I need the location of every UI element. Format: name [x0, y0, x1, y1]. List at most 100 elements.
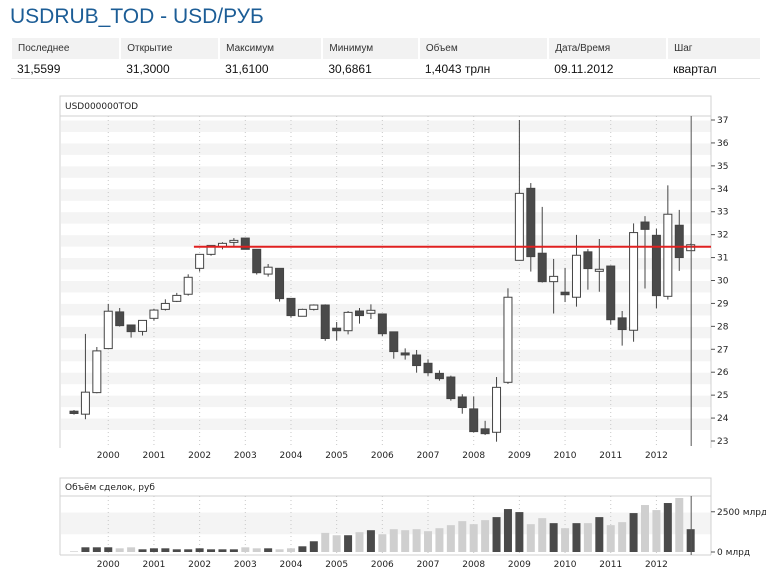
candle-down	[423, 362, 433, 374]
x-tick-label: 2004	[280, 560, 303, 570]
candle-down	[240, 237, 250, 250]
volume-bar	[218, 549, 227, 552]
candle-down	[446, 376, 456, 400]
grid-band	[61, 418, 711, 431]
volume-bar	[606, 525, 615, 552]
candle-up	[514, 192, 524, 261]
volume-bar	[115, 548, 124, 552]
candle-down	[469, 408, 479, 433]
volume-bar	[344, 535, 353, 552]
candle-up	[549, 275, 559, 283]
candle-up	[594, 268, 604, 272]
value-datetime: 09.11.2012	[548, 59, 668, 79]
grid-band	[61, 143, 711, 155]
candle-down	[674, 224, 684, 259]
candle-up	[195, 253, 205, 269]
candle-up	[309, 304, 319, 310]
x-tick-label: 2004	[280, 451, 303, 461]
candle-down	[640, 221, 650, 230]
col-open: Открытие	[119, 38, 220, 59]
x-tick-label: 2006	[371, 560, 394, 570]
x-tick-label: 2011	[599, 451, 622, 461]
volume-bar	[538, 518, 547, 552]
x-tick-label: 2007	[417, 560, 440, 570]
candle-down	[115, 311, 125, 327]
grid-band	[61, 281, 711, 293]
candle-up	[103, 310, 113, 350]
volume-bar	[618, 522, 627, 552]
y-tick-label: 0 млрд	[717, 548, 750, 558]
chart-title: USD000000TOD	[65, 102, 138, 112]
candle-down	[320, 304, 330, 340]
volume-bar	[184, 549, 193, 552]
candle-down	[126, 324, 136, 333]
x-tick-label: 2007	[417, 451, 440, 461]
page-title: USDRUB_TOD - USD/РУБ	[10, 5, 264, 28]
volume-bar	[503, 509, 512, 552]
x-tick-label: 2005	[325, 560, 348, 570]
volume-bar	[595, 517, 604, 552]
volume-bar	[424, 531, 433, 552]
candle-up	[138, 319, 148, 332]
candle-up	[663, 213, 673, 297]
x-tick-label: 2001	[142, 451, 165, 461]
volume-bar	[229, 549, 238, 552]
chart-header	[59, 95, 712, 117]
y-tick-label: 35	[717, 162, 728, 172]
y-tick-label: 37	[717, 116, 728, 126]
x-tick-label: 2003	[234, 451, 257, 461]
y-tick-label: 24	[717, 414, 729, 424]
candle-down	[275, 267, 285, 300]
value-low: 30,6861	[322, 59, 419, 79]
value-high: 31,6100	[219, 59, 323, 79]
volume-bar	[435, 528, 444, 552]
volume-bar	[515, 512, 524, 552]
col-last: Последнее	[9, 38, 121, 59]
y-tick-label: 33	[717, 208, 728, 218]
grid-band	[61, 166, 711, 178]
grid-band	[61, 372, 711, 385]
x-tick-label: 2000	[97, 451, 120, 461]
volume-title: Объём сделок, руб	[65, 483, 155, 493]
volume-bar	[366, 530, 375, 552]
candle-down	[252, 248, 262, 274]
volume-bar	[92, 547, 101, 552]
volume-header	[59, 477, 712, 497]
y-tick-label: 34	[717, 185, 729, 195]
candle-down	[537, 252, 547, 283]
candle-up	[206, 244, 216, 255]
x-tick-label: 2000	[97, 560, 120, 570]
volume-bar	[549, 523, 558, 552]
y-tick-label: 29	[717, 299, 729, 309]
grid-band	[61, 258, 711, 270]
volume-bar	[446, 525, 455, 552]
candle-up	[149, 309, 159, 319]
value-last: 31,5599	[11, 59, 121, 79]
y-tick-label: 25	[717, 391, 728, 401]
volume-bar	[195, 548, 204, 552]
candle-up	[297, 308, 307, 317]
quote-table-header: Последнее Открытие Максимум Минимум Объе…	[9, 38, 760, 59]
col-volume: Объем	[417, 38, 549, 59]
volume-bar	[583, 523, 592, 552]
candle-down	[480, 428, 490, 435]
value-step[interactable]: квартал	[667, 59, 760, 79]
candle-down	[457, 396, 467, 409]
volume-bar	[172, 549, 181, 552]
quote-table: Последнее Открытие Максимум Минимум Объе…	[9, 38, 760, 79]
y-tick-label: 32	[717, 231, 728, 241]
grid-band	[61, 235, 711, 247]
candle-down	[412, 354, 422, 367]
volume-bar	[389, 529, 398, 552]
value-open: 31,3000	[120, 59, 220, 79]
volume-bar	[401, 530, 410, 552]
candle-down	[651, 234, 661, 297]
candle-up	[629, 232, 639, 331]
col-high: Максимум	[218, 38, 323, 59]
x-tick-label: 2012	[645, 451, 668, 461]
x-tick-label: 2008	[462, 560, 485, 570]
y-tick-label: 27	[717, 345, 728, 355]
volume-bar	[641, 505, 649, 552]
volume-bar	[458, 521, 467, 552]
